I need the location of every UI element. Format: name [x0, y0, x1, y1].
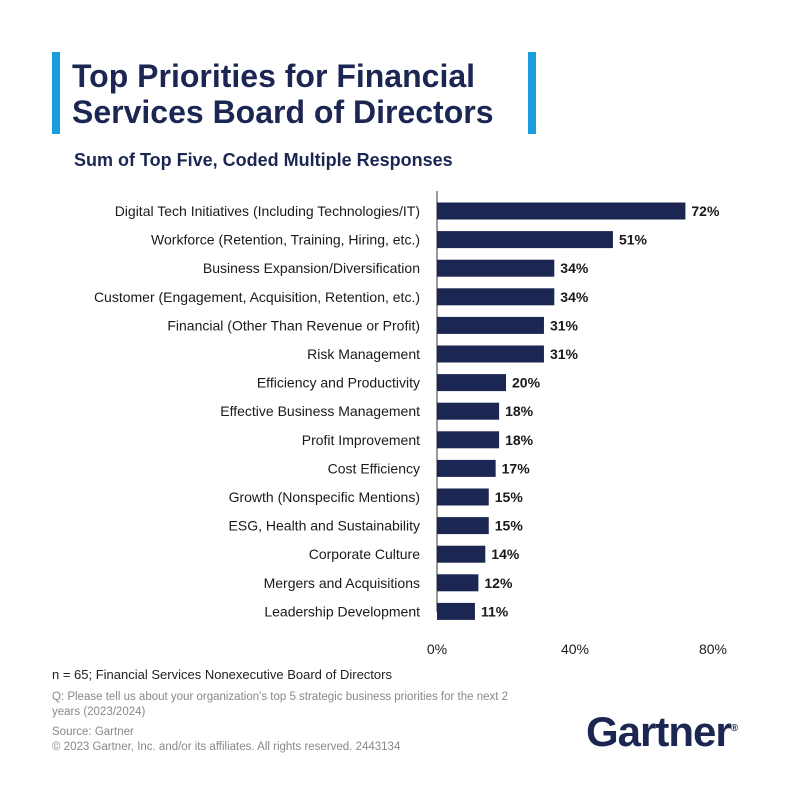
- title-accent-bar-left: [52, 52, 60, 134]
- x-tick-label: 0%: [427, 641, 447, 657]
- value-label: 31%: [550, 317, 579, 333]
- category-label: Financial (Other Than Revenue or Profit): [167, 317, 420, 333]
- category-label: Cost Efficiency: [328, 460, 420, 476]
- chart-title: Top Priorities for Financial Services Bo…: [72, 58, 494, 130]
- category-label: Workforce (Retention, Training, Hiring, …: [151, 232, 420, 248]
- bar: [437, 259, 555, 277]
- bar: [437, 602, 475, 620]
- bar: [437, 288, 555, 306]
- value-label: 18%: [505, 403, 534, 419]
- title-accent-bar-right: [528, 52, 536, 134]
- logo-registered-mark: ®: [730, 723, 739, 734]
- source-note: Source: Gartner: [52, 726, 134, 738]
- bar: [437, 231, 613, 249]
- category-label: Mergers and Acquisitions: [264, 575, 420, 591]
- value-label: 31%: [550, 346, 579, 362]
- title-block: Top Priorities for Financial Services Bo…: [52, 52, 536, 134]
- value-label: 15%: [495, 518, 524, 534]
- logo-text: Gartner: [586, 708, 732, 755]
- value-label: 34%: [560, 260, 589, 276]
- value-label: 51%: [619, 232, 648, 248]
- copyright-note: © 2023 Gartner, Inc. and/or its affiliat…: [52, 741, 401, 753]
- bar: [437, 202, 686, 220]
- category-label: Leadership Development: [264, 603, 420, 619]
- bar: [437, 374, 506, 392]
- bar: [437, 316, 544, 334]
- category-label: Digital Tech Initiatives (Including Tech…: [115, 203, 420, 219]
- x-tick-label: 80%: [699, 641, 727, 657]
- sample-size-note: n = 65; Financial Services Nonexecutive …: [52, 667, 392, 682]
- category-label: ESG, Health and Sustainability: [229, 518, 420, 534]
- value-label: 20%: [512, 375, 541, 391]
- category-label: Business Expansion/Diversification: [203, 260, 420, 276]
- category-label: Efficiency and Productivity: [257, 375, 420, 391]
- category-label: Customer (Engagement, Acquisition, Reten…: [94, 289, 420, 305]
- value-label: 15%: [495, 489, 524, 505]
- category-label: Effective Business Management: [220, 403, 420, 419]
- bar: [437, 517, 489, 535]
- bar: [437, 431, 500, 449]
- bar: [437, 459, 496, 477]
- survey-question-note: Q: Please tell us about your organizatio…: [52, 691, 509, 718]
- gartner-logo: Gartner®: [586, 708, 738, 756]
- value-label: 34%: [560, 289, 589, 305]
- bar: [437, 545, 486, 563]
- category-label: Profit Improvement: [302, 432, 420, 448]
- bar: [437, 402, 500, 420]
- category-label: Risk Management: [307, 346, 420, 362]
- value-label: 14%: [491, 546, 520, 562]
- value-label: 17%: [502, 460, 531, 476]
- bar: [437, 345, 544, 363]
- chart-subtitle: Sum of Top Five, Coded Multiple Response…: [74, 150, 453, 170]
- x-tick-label: 40%: [561, 641, 589, 657]
- category-label: Corporate Culture: [309, 546, 420, 562]
- value-label: 11%: [481, 603, 509, 619]
- bar: [437, 488, 489, 506]
- value-label: 72%: [691, 203, 720, 219]
- bar: [437, 574, 479, 592]
- value-label: 12%: [484, 575, 513, 591]
- category-label: Growth (Nonspecific Mentions): [229, 489, 420, 505]
- value-label: 18%: [505, 432, 534, 448]
